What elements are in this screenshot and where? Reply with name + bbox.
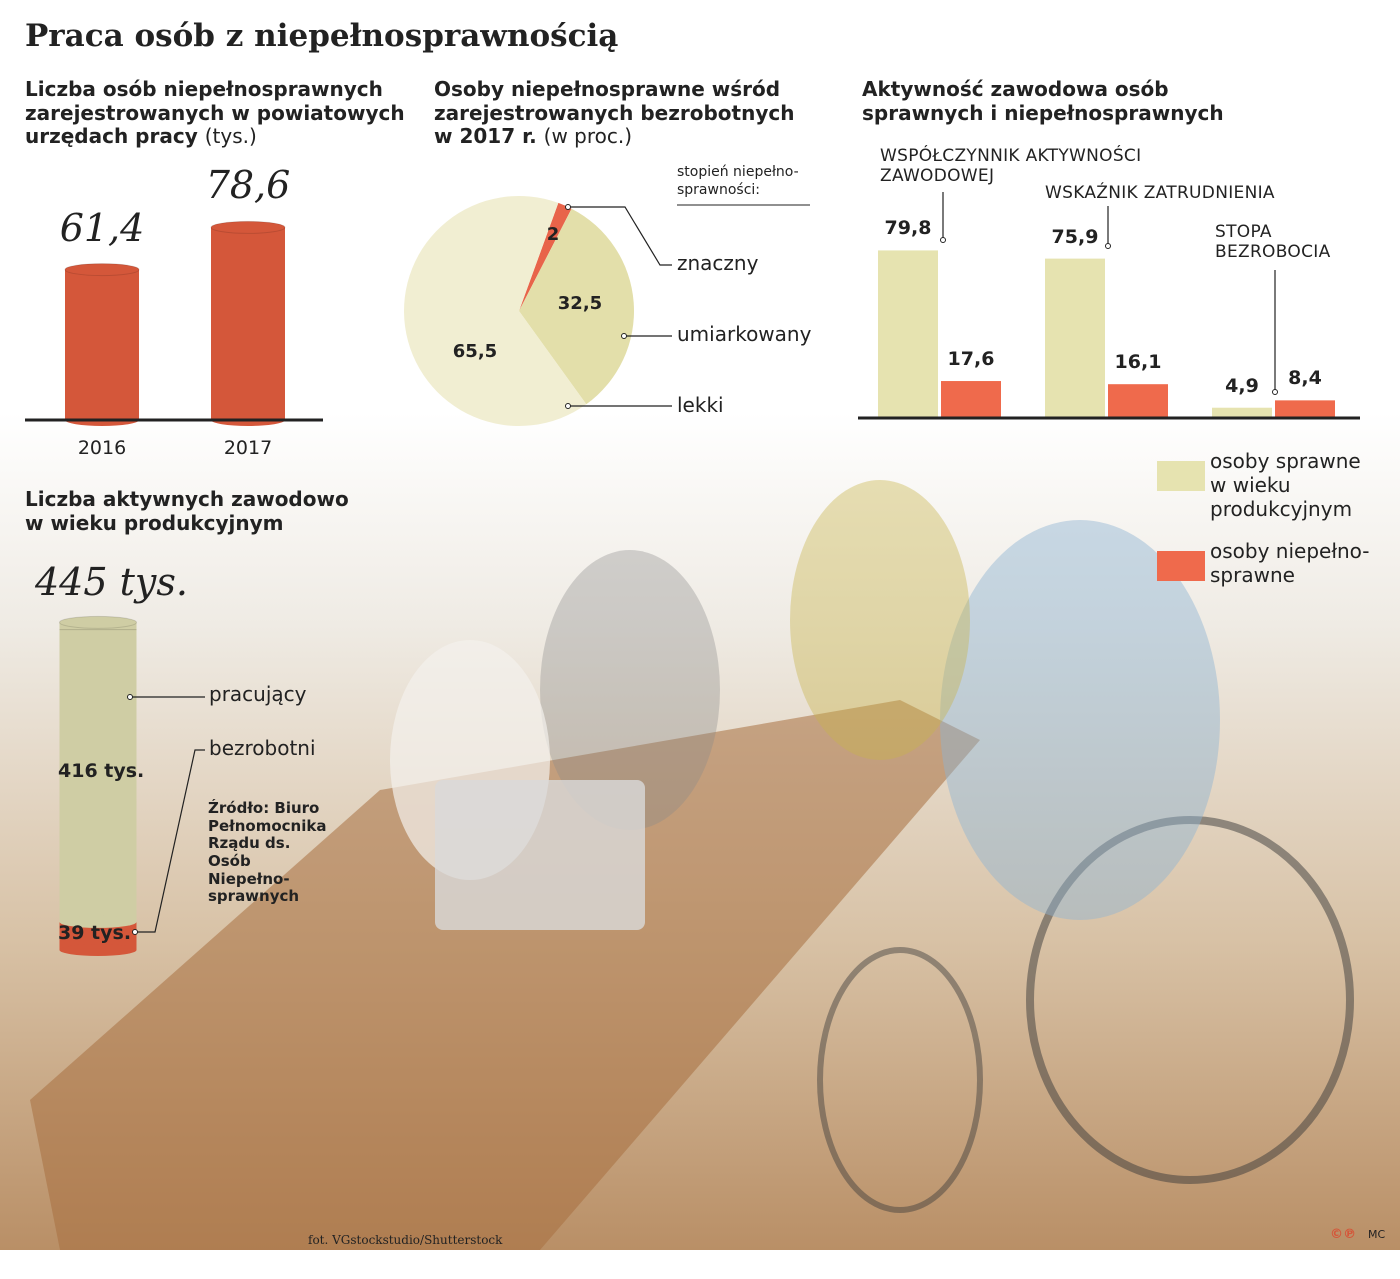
legend-title: stopień niepełno-sprawności: bbox=[677, 164, 799, 199]
leader-dot bbox=[565, 403, 571, 409]
value-label: 8,4 bbox=[1288, 367, 1322, 390]
bar bbox=[65, 269, 139, 420]
bar bbox=[211, 227, 285, 420]
chart-title-box: Liczba aktywnych zawodowo w wieku produk… bbox=[25, 487, 355, 535]
pie-slice bbox=[519, 208, 634, 405]
leader-dot bbox=[132, 929, 138, 935]
value-label: 65,5 bbox=[452, 341, 498, 362]
bar-cap bbox=[64, 263, 140, 277]
bar bbox=[1275, 400, 1335, 418]
x-tick-label: 2016 bbox=[77, 437, 127, 459]
legend-label: osoby sprawne w wieku produkcyjnym bbox=[1210, 449, 1361, 521]
legend-label: znaczny bbox=[677, 251, 759, 275]
legend-swatch bbox=[1157, 461, 1205, 491]
value-label: 75,9 bbox=[1051, 225, 1099, 248]
bar-segment bbox=[59, 622, 137, 922]
leader-dot bbox=[1105, 243, 1111, 249]
bar-segment-cap bbox=[59, 615, 137, 629]
bar bbox=[1108, 384, 1168, 418]
value-label: 4,9 bbox=[1225, 374, 1259, 397]
pie-slice bbox=[403, 196, 587, 427]
legend-label: osoby niepełno-sprawne bbox=[1210, 539, 1370, 587]
chart-title: Liczba aktywnych zawodowo w wieku produk… bbox=[25, 487, 349, 535]
chart-title: Liczba osób niepełnosprawnych zarejestro… bbox=[25, 77, 405, 149]
value-label: 416 tys. bbox=[58, 760, 145, 783]
bar-cap bbox=[210, 220, 286, 234]
category-label: WSPÓŁCZYNNIK AKTYWNOŚCI ZAWODOWEJ bbox=[880, 146, 1142, 187]
photo-person bbox=[540, 550, 720, 830]
photo-wheel bbox=[1026, 816, 1354, 1184]
photo-table bbox=[30, 700, 980, 1250]
legend-label: lekki bbox=[677, 393, 724, 417]
leader-dot bbox=[565, 204, 571, 210]
leader-dot bbox=[127, 694, 133, 700]
bar bbox=[1212, 407, 1272, 418]
leader-line bbox=[568, 206, 672, 266]
legend-swatch bbox=[1157, 551, 1205, 581]
chart-title-box: Aktywność zawodowa osób sprawnych i niep… bbox=[862, 77, 1292, 125]
value-label: 78,6 bbox=[205, 163, 291, 208]
page-title: Praca osób z niepełnosprawnością bbox=[25, 18, 619, 54]
bar-segment-bottom bbox=[59, 944, 137, 956]
value-label: 32,5 bbox=[557, 293, 603, 314]
photo-person bbox=[940, 520, 1220, 920]
leader-line bbox=[135, 749, 205, 933]
chart-title: Aktywność zawodowa osób sprawnych i niep… bbox=[862, 77, 1224, 125]
bar bbox=[941, 381, 1001, 418]
value-label: 17,6 bbox=[947, 348, 995, 371]
value-label: 2 bbox=[546, 224, 560, 245]
leader-dot bbox=[621, 333, 627, 339]
leader-dot bbox=[1272, 389, 1278, 395]
value-label: 16,1 bbox=[1114, 351, 1162, 374]
leader-dot bbox=[940, 237, 946, 243]
logo: MC bbox=[1368, 1228, 1386, 1241]
value-label: 61,4 bbox=[59, 205, 145, 250]
legend-label: umiarkowany bbox=[677, 322, 812, 346]
legend-label: bezrobotni bbox=[209, 736, 316, 760]
chart-unit: (tys.) bbox=[204, 124, 257, 149]
total-label: 445 tys. bbox=[35, 560, 188, 604]
photo-laptop bbox=[435, 780, 645, 930]
bar bbox=[878, 250, 938, 418]
source: Źródło: Biuro Pełnomocnika Rządu ds. Osó… bbox=[208, 799, 327, 906]
x-tick-label: 2017 bbox=[223, 437, 273, 459]
chart-title-box: Osoby niepełnosprawne wśród zarejestrowa… bbox=[434, 77, 814, 149]
bar bbox=[1045, 258, 1105, 418]
logo-mark: ©℗ bbox=[1330, 1227, 1356, 1242]
bar-segment-bottom bbox=[59, 915, 137, 928]
photo-person bbox=[790, 480, 970, 760]
photo-credit: fot. VGstockstudio/Shutterstock bbox=[308, 1233, 503, 1247]
value-label: 79,8 bbox=[884, 217, 932, 240]
chart-title-box: Liczba osób niepełnosprawnych zarejestro… bbox=[25, 77, 405, 149]
legend-label: pracujący bbox=[209, 682, 307, 706]
category-label: WSKAŹNIK ZATRUDNIENIA bbox=[1045, 183, 1275, 203]
pie-slice bbox=[519, 202, 572, 311]
value-label: 39 tys. bbox=[58, 922, 132, 944]
photo-wheel bbox=[817, 947, 983, 1213]
chart-title: Osoby niepełnosprawne wśród zarejestrowa… bbox=[434, 77, 795, 149]
chart-unit: (w proc.) bbox=[543, 124, 633, 149]
category-label: STOPA BEZROBOCIA bbox=[1215, 222, 1331, 263]
